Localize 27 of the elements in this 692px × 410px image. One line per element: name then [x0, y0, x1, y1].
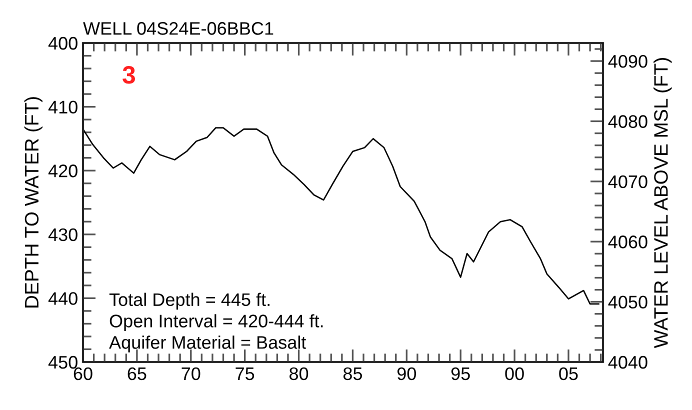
x-tick-label: 85	[343, 367, 362, 380]
x-tick-label: 90	[397, 367, 416, 380]
x-tick-label: 60	[74, 367, 92, 380]
y2-tick-label: 4080	[608, 115, 648, 128]
y-tick-label: 410	[48, 100, 78, 114]
annotation: 3	[122, 66, 135, 84]
x-tick-label: 05	[559, 367, 578, 380]
annotation: Total Depth = 445 ft. Open Interval = 420-444 ft. Aquifer Material = Basalt	[109, 292, 323, 352]
y-tick-label: 450	[48, 356, 78, 369]
y-tick-label: 430	[48, 228, 78, 242]
y-tick-label: 440	[48, 292, 78, 305]
y2-tick-label: 4090	[608, 54, 648, 68]
y-tick-label: 400	[48, 36, 78, 50]
y-axis-title: DEPTH TO WATER (FT)	[24, 97, 42, 308]
x-tick-label: 65	[128, 367, 146, 380]
x-tick-label: 70	[182, 367, 200, 380]
y2-tick-label: 4050	[608, 296, 648, 309]
y2-tick-label: 4070	[608, 175, 648, 188]
x-tick-label: 95	[451, 367, 470, 380]
y2-axis-title: WATER LEVEL ABOVE MSL (FT)	[654, 58, 672, 348]
y2-tick-label: 4060	[608, 236, 648, 248]
x-tick-label: 75	[236, 368, 254, 380]
x-tick-label: 80	[290, 367, 308, 380]
x-tick-label: 00	[505, 367, 524, 380]
y-tick-label: 420	[48, 164, 78, 178]
y2-tick-label: 4040	[608, 356, 648, 369]
chart-title: WELL 04S24E-06BBC1	[83, 22, 274, 35]
